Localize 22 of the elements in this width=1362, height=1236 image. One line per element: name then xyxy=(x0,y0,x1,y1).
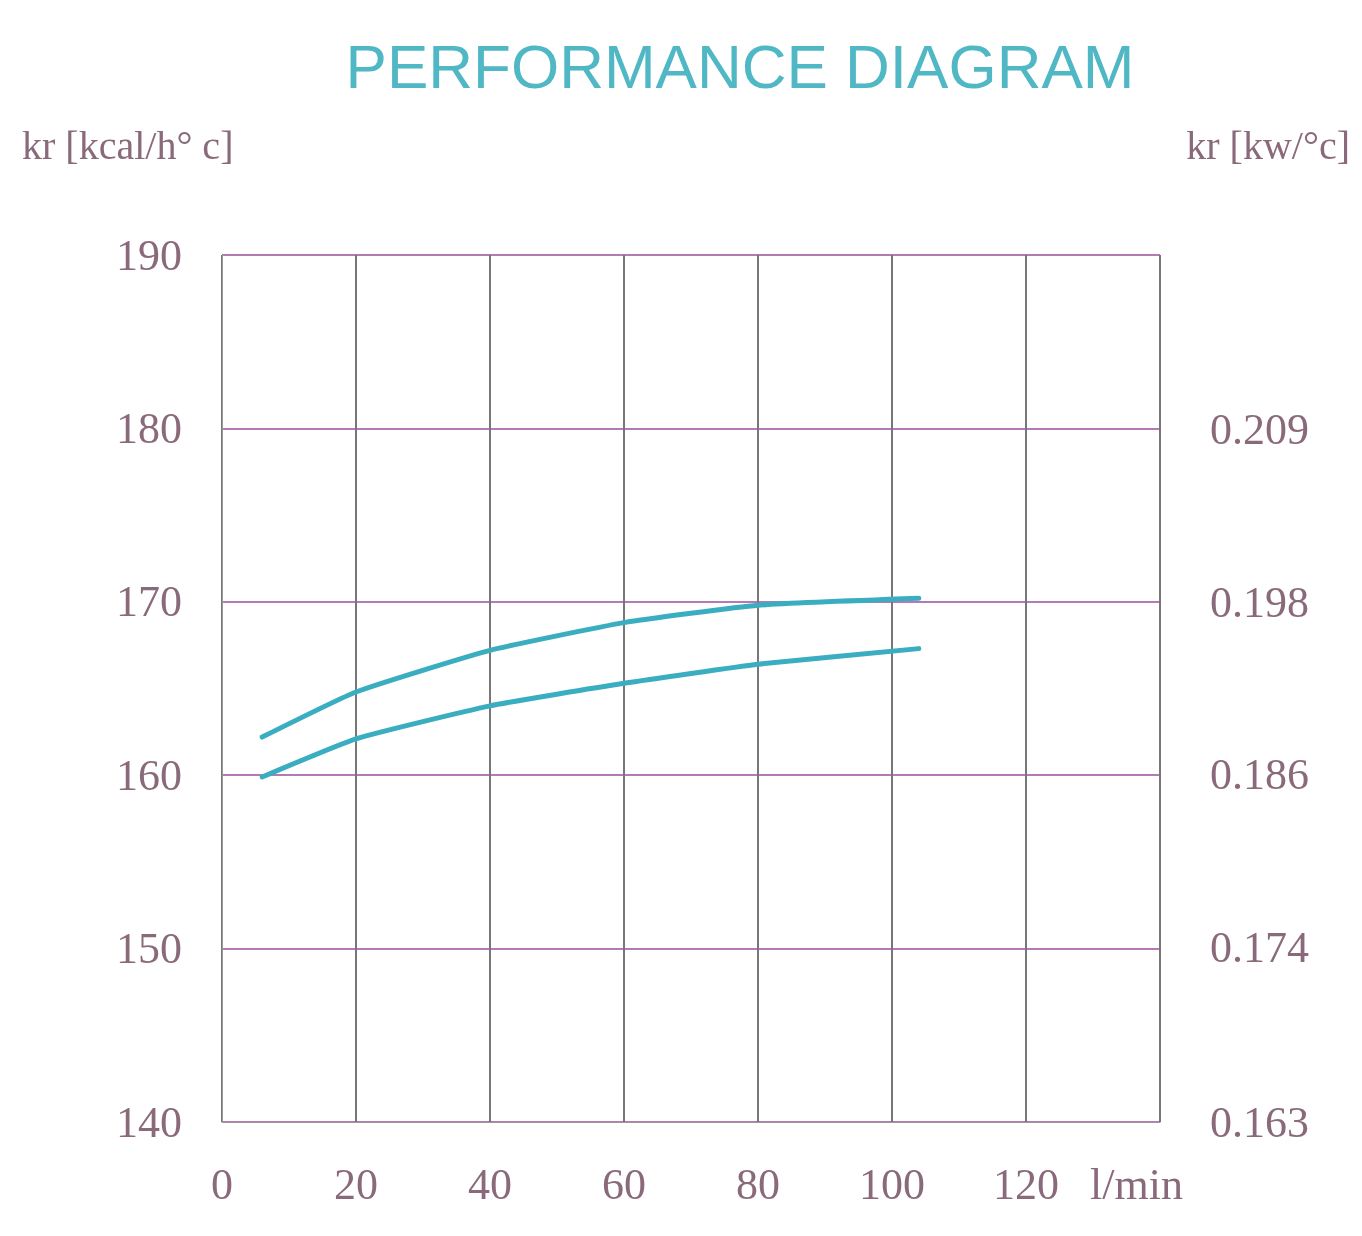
x-tick-label: 100 xyxy=(859,1159,925,1209)
x-tick-label: 60 xyxy=(602,1159,646,1209)
y2-tick-label: 0.209 xyxy=(1210,404,1309,454)
x-tick-label: 120 xyxy=(993,1159,1059,1209)
chart-title: PERFORMANCE DIAGRAM xyxy=(345,31,1135,101)
y-tick-label: 190 xyxy=(116,230,182,280)
y-tick-label: 150 xyxy=(116,924,182,974)
x-tick-label: 0 xyxy=(211,1159,233,1209)
y2-tick-label: 0.186 xyxy=(1210,750,1309,800)
y2-tick-label: 0.163 xyxy=(1210,1097,1309,1147)
y2-tick-label: 0.198 xyxy=(1210,577,1309,627)
y-tick-label: 170 xyxy=(116,577,182,627)
y-axis-title: kr [kcal/h° c] xyxy=(22,122,234,168)
y2-tick-label: 0.174 xyxy=(1210,923,1309,973)
x-tick-label: 20 xyxy=(334,1159,378,1209)
x-tick-label: 80 xyxy=(736,1159,780,1209)
y-tick-label: 160 xyxy=(116,750,182,800)
y2-axis-title: kr [kw/°c] xyxy=(1186,122,1350,168)
x-axis-title: l/min xyxy=(1090,1159,1183,1209)
x-tick-label: 40 xyxy=(468,1159,512,1209)
y-tick-label: 140 xyxy=(116,1097,182,1147)
y-tick-label: 180 xyxy=(116,403,182,453)
